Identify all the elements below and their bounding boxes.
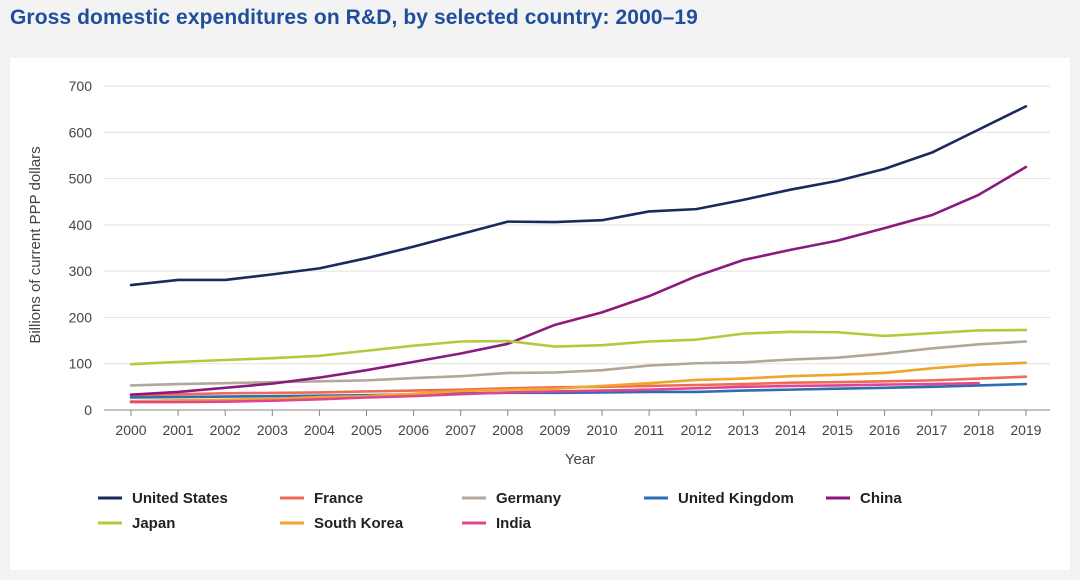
x-tick-label: 2011 — [634, 422, 664, 438]
x-axis-label: Year — [565, 451, 595, 468]
series-line-united-kingdom — [129, 382, 1028, 399]
series-lines — [129, 105, 1028, 404]
x-tick-label: 2015 — [822, 422, 853, 438]
legend-item-south-korea[interactable]: South Korea — [280, 515, 404, 532]
legend-item-japan[interactable]: Japan — [98, 515, 175, 532]
x-tick-label: 2008 — [492, 422, 523, 438]
series-line-united-states — [129, 105, 1028, 287]
x-tick-label: 2013 — [728, 422, 759, 438]
series-line-japan — [129, 328, 1028, 366]
x-tick-label: 2012 — [681, 422, 712, 438]
y-tick-label: 500 — [69, 171, 93, 187]
series-line-india — [129, 381, 981, 404]
x-tick-label: 2007 — [445, 422, 476, 438]
legend-label: United States — [132, 490, 228, 507]
legend-label: Japan — [132, 515, 175, 532]
legend-label: Germany — [496, 490, 562, 507]
legend[interactable]: United States France Germany United Kingdom… — [98, 490, 902, 532]
grid-lines — [104, 85, 1050, 411]
legend-item-united-states[interactable]: United States — [98, 490, 228, 507]
legend-label: South Korea — [314, 515, 404, 532]
y-tick-label: 0 — [84, 402, 92, 418]
x-tick-label: 2004 — [304, 422, 335, 438]
x-tick-label: 2009 — [539, 422, 570, 438]
legend-item-india[interactable]: India — [462, 515, 532, 532]
x-tick-label: 2019 — [1010, 422, 1041, 438]
x-tick-label: 2005 — [351, 422, 382, 438]
legend-label: China — [860, 490, 902, 507]
x-tick-label: 2010 — [586, 422, 617, 438]
x-tick-label: 2006 — [398, 422, 429, 438]
y-tick-label: 400 — [69, 217, 93, 233]
legend-label: France — [314, 490, 363, 507]
y-tick-label: 300 — [69, 263, 93, 279]
x-tick-label: 2016 — [869, 422, 900, 438]
series-line-south-korea — [129, 361, 1028, 403]
x-tick-label: 2014 — [775, 422, 806, 438]
legend-item-china[interactable]: China — [826, 490, 902, 507]
y-tick-label: 200 — [69, 309, 93, 325]
x-tick-label: 2002 — [210, 422, 241, 438]
legend-item-france[interactable]: France — [280, 490, 363, 507]
x-tick-label: 2018 — [963, 422, 994, 438]
y-tick-label: 100 — [69, 356, 93, 372]
series-line-china — [129, 165, 1028, 397]
legend-label: India — [496, 515, 532, 532]
legend-label: United Kingdom — [678, 490, 794, 507]
x-tick-label: 2017 — [916, 422, 947, 438]
chart-title: Gross domestic expenditures on R&D, by s… — [10, 6, 698, 29]
y-tick-label: 600 — [69, 124, 93, 140]
y-tick-label: 700 — [69, 78, 93, 94]
x-axis-ticks: 2000 2001 2002 2003 2004 2005 2006 2007 2008 2009… — [115, 410, 1042, 438]
x-tick-label: 2000 — [115, 422, 146, 438]
y-axis-label: Billions of current PPP dollars — [27, 146, 44, 343]
x-tick-label: 2001 — [163, 422, 194, 438]
x-tick-label: 2003 — [257, 422, 288, 438]
y-axis-ticks: 0 100 200 300 400 500 600 700 — [69, 78, 93, 418]
legend-item-germany[interactable]: Germany — [462, 490, 562, 507]
legend-item-united-kingdom[interactable]: United Kingdom — [644, 490, 794, 507]
chart-panel: 0 100 200 300 400 500 600 700 2000 2001 2002 2003 2… — [10, 58, 1070, 570]
